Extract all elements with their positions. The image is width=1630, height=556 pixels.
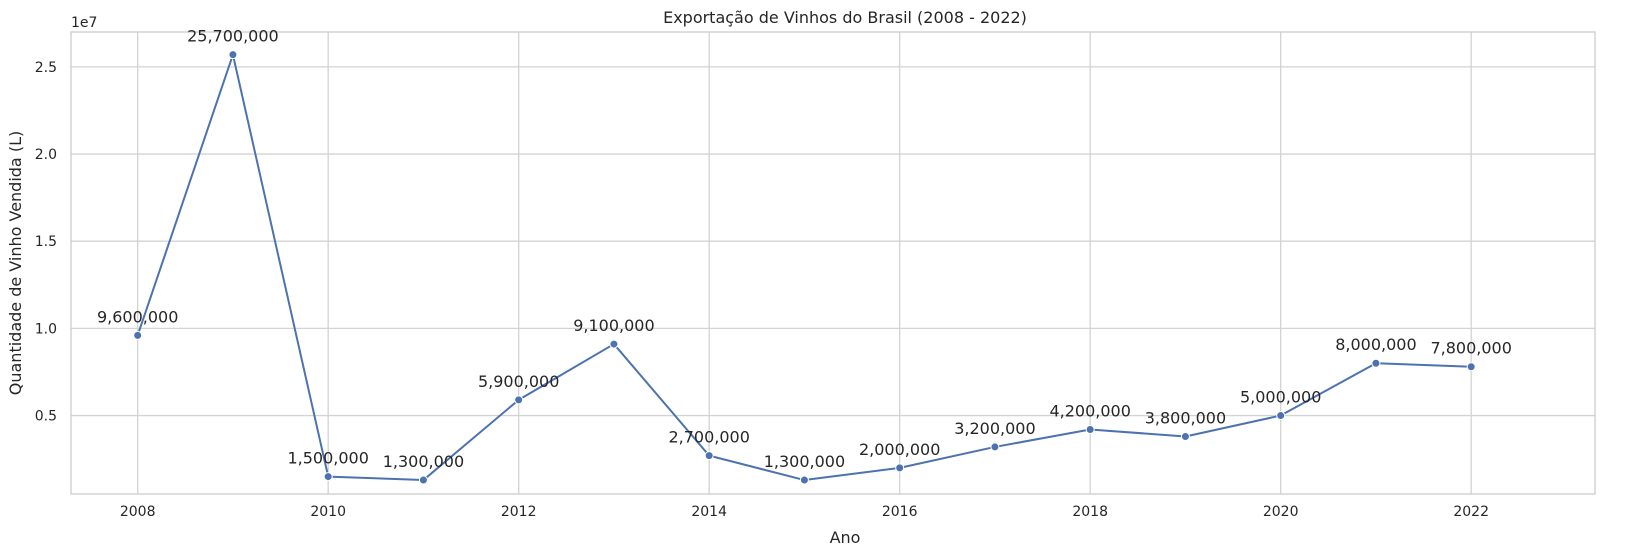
data-label: 4,200,000 [1049,401,1130,420]
y-axis-label: Quantidade de Vinho Vendida (L) [6,131,25,395]
data-label: 25,700,000 [187,27,279,46]
data-label: 1,500,000 [287,449,368,468]
data-label: 2,000,000 [859,440,940,459]
data-label: 7,800,000 [1430,339,1511,358]
tick-labels: 2008 2010 2012 2014 2016 2018 2020 2022 0.5 1.0 1.… [35,60,1489,520]
x-tick-label: 2014 [691,504,727,520]
grid-lines [71,32,1595,494]
data-point-marker [1371,358,1381,368]
y-tick-label: 2.0 [35,147,57,163]
data-label: 9,600,000 [97,307,178,326]
series-line [136,53,1472,482]
y-axis-offset-label: 1e7 [71,15,97,31]
data-label: 1,300,000 [764,452,845,471]
data-point-marker [1276,411,1286,421]
data-label: 3,200,000 [954,419,1035,438]
y-tick-label: 2.5 [35,60,57,76]
x-axis-label: Ano [830,528,861,547]
data-point-marker [133,330,143,340]
chart-title: Exportação de Vinhos do Brasil (2008 - 2… [663,8,1027,27]
data-label: 2,700,000 [668,428,749,447]
data-point-marker [228,50,238,60]
data-point-marker [1180,431,1190,441]
data-labels: 9,600,000 25,700,000 1,500,000 1,300,000 5,9… [97,27,1512,471]
data-label: 3,800,000 [1145,408,1226,427]
data-point-marker [1466,362,1476,372]
x-tick-label: 2012 [501,504,537,520]
data-point-marker [514,395,524,405]
data-label: 5,000,000 [1240,388,1321,407]
x-tick-label: 2008 [120,504,156,520]
data-label: 9,100,000 [573,316,654,335]
data-point-marker [323,472,333,482]
y-tick-label: 1.5 [35,234,57,250]
x-tick-label: 2010 [310,504,346,520]
data-point-marker [704,451,714,461]
y-tick-label: 0.5 [35,409,57,425]
data-point-marker [895,463,905,473]
data-label: 8,000,000 [1335,335,1416,354]
series-layer [133,50,1476,485]
plot-frame [70,31,1596,495]
data-point-marker [990,442,1000,452]
x-tick-label: 2020 [1263,504,1299,520]
data-point-marker [799,475,809,485]
data-point-marker [609,339,619,349]
x-tick-label: 2018 [1072,504,1108,520]
data-point-marker [1085,424,1095,434]
data-label: 1,300,000 [383,452,464,471]
x-tick-label: 2016 [882,504,918,520]
x-tick-label: 2022 [1453,504,1489,520]
y-tick-label: 1.0 [35,321,57,337]
data-label: 5,900,000 [478,372,559,391]
data-point-marker [418,475,428,485]
